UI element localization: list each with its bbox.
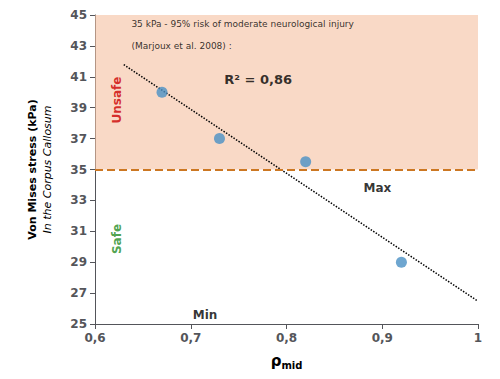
svg-text:In the Corpus Callosum: In the Corpus Callosum [41,105,54,233]
svg-text:(Marjoux et al. 2008) :: (Marjoux et al. 2008) : [131,41,231,51]
svg-text:Safe: Safe [110,224,124,254]
svg-text:ρ: ρ [271,352,282,370]
svg-text:33: 33 [70,193,87,207]
svg-text:0,8: 0,8 [276,331,297,345]
svg-text:0,7: 0,7 [180,331,201,345]
svg-text:35 kPa - 95% risk of moderate: 35 kPa - 95% risk of moderate neurologic… [131,19,354,29]
svg-text:39: 39 [70,101,87,115]
svg-text:Unsafe: Unsafe [110,77,124,124]
svg-text:Von Mises stress (kPa): Von Mises stress (kPa) [26,99,39,239]
svg-text:25: 25 [70,317,87,331]
svg-text:R² = 0,86: R² = 0,86 [224,72,292,87]
svg-text:35: 35 [70,163,87,177]
svg-text:Min: Min [193,308,218,322]
svg-text:31: 31 [70,224,87,238]
svg-text:mid: mid [281,360,302,371]
svg-text:1: 1 [474,331,482,345]
svg-text:0,6: 0,6 [84,331,105,345]
svg-text:27: 27 [70,286,87,300]
svg-text:0,9: 0,9 [372,331,393,345]
svg-text:29: 29 [70,255,87,269]
svg-text:Max: Max [364,181,392,195]
svg-text:43: 43 [70,39,87,53]
svg-text:41: 41 [70,70,87,84]
svg-text:45: 45 [70,8,87,22]
svg-text:37: 37 [70,132,87,146]
